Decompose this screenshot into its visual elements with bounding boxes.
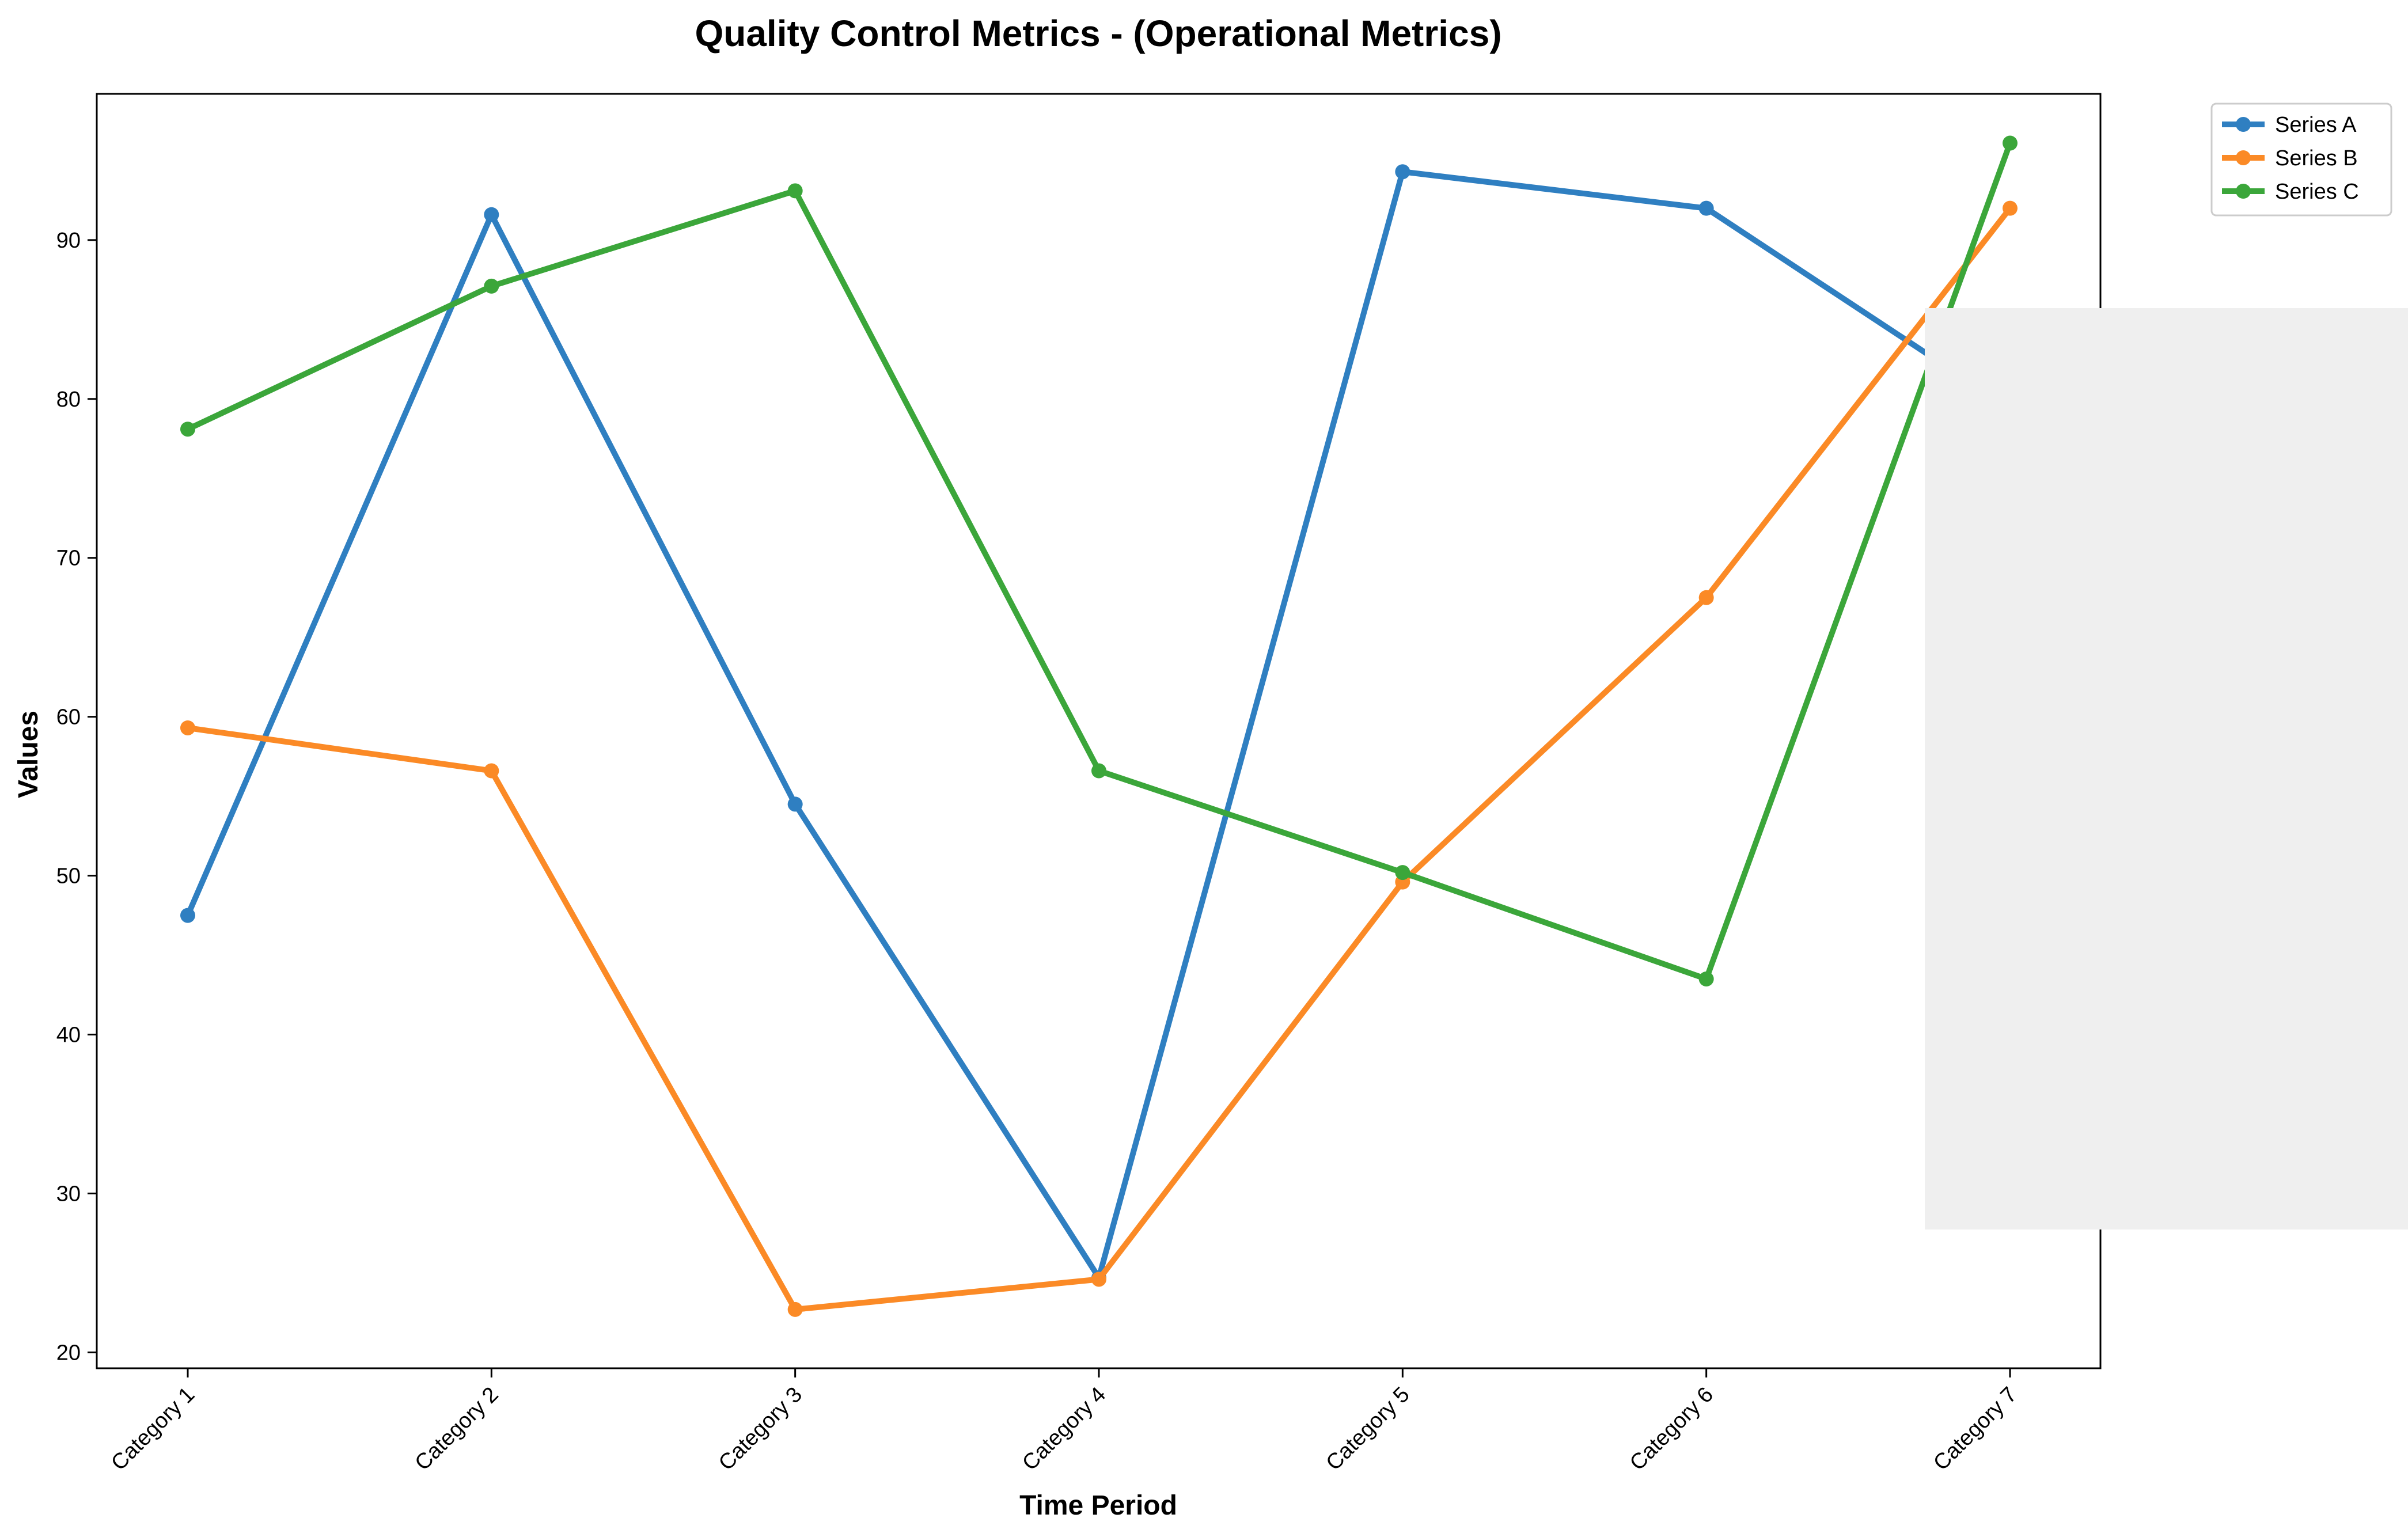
series-line (185, 205, 2013, 1312)
data-point (1698, 971, 1714, 986)
chart-title: Quality Control Metrics - (Operational M… (695, 13, 1501, 54)
data-point (1395, 865, 1410, 881)
x-tick-label: Category 3 (714, 1383, 807, 1475)
x-tick-label: Category 6 (1625, 1383, 1718, 1475)
legend-item: Series A (2222, 113, 2357, 137)
series-1 (180, 164, 2018, 1285)
data-point (484, 763, 499, 779)
x-tick-label: Category 4 (1018, 1383, 1110, 1475)
y-axis-label: Values (13, 711, 44, 798)
y-tick-label: 90 (56, 229, 81, 253)
series-2 (180, 200, 2018, 1317)
legend-marker (2236, 184, 2251, 199)
x-tick-label: Category 1 (107, 1383, 199, 1475)
data-point (180, 908, 195, 923)
y-tick-label: 50 (56, 864, 81, 889)
data-point (1395, 164, 1410, 180)
data-point (1698, 200, 1714, 216)
legend-label: Series C (2275, 180, 2359, 204)
legend-box (2210, 103, 2392, 217)
series-3 (180, 135, 2018, 986)
legend-label: Series B (2275, 146, 2358, 170)
plot-area (96, 93, 2102, 1369)
data-point (1091, 763, 1106, 779)
data-point (180, 720, 195, 735)
y-tick-label: 80 (56, 388, 81, 412)
data-point (787, 1301, 803, 1317)
legend-marker (2236, 150, 2251, 165)
data-point (484, 207, 499, 222)
y-tick-label: 60 (56, 705, 81, 730)
series-layer (180, 135, 2018, 1317)
data-point (787, 183, 803, 199)
legend-label: Series A (2275, 113, 2357, 137)
data-point (2003, 200, 2018, 216)
data-point (484, 278, 499, 294)
data-point (180, 422, 195, 437)
y-tick-label: 30 (56, 1182, 81, 1206)
x-tick-label: Category 2 (411, 1383, 503, 1475)
legend: Series A Series B Series C (2210, 103, 2392, 217)
y-tick-label: 40 (56, 1023, 81, 1048)
y-tick-label: 20 (56, 1341, 81, 1365)
legend-marker (2236, 117, 2251, 132)
y-axis: 20 30 40 50 60 70 80 90 (56, 229, 97, 1365)
overlay-panel (1925, 308, 2408, 1229)
data-point (787, 796, 803, 812)
x-tick-label: Category 7 (1929, 1383, 2022, 1475)
y-tick-label: 70 (56, 547, 81, 571)
legend-item: Series C (2222, 180, 2359, 204)
plot-frame (96, 93, 2102, 1369)
x-tick-label: Category 5 (1322, 1383, 1415, 1475)
data-point (1091, 1272, 1106, 1287)
data-point (2003, 135, 2018, 151)
series-line (185, 169, 2013, 1281)
data-point (1698, 590, 1714, 605)
x-axis-label: Time Period (1019, 1490, 1177, 1521)
legend-item: Series B (2222, 146, 2358, 170)
x-axis: Category 1 Category 2 Category 3 Category 4… (107, 1368, 2022, 1475)
